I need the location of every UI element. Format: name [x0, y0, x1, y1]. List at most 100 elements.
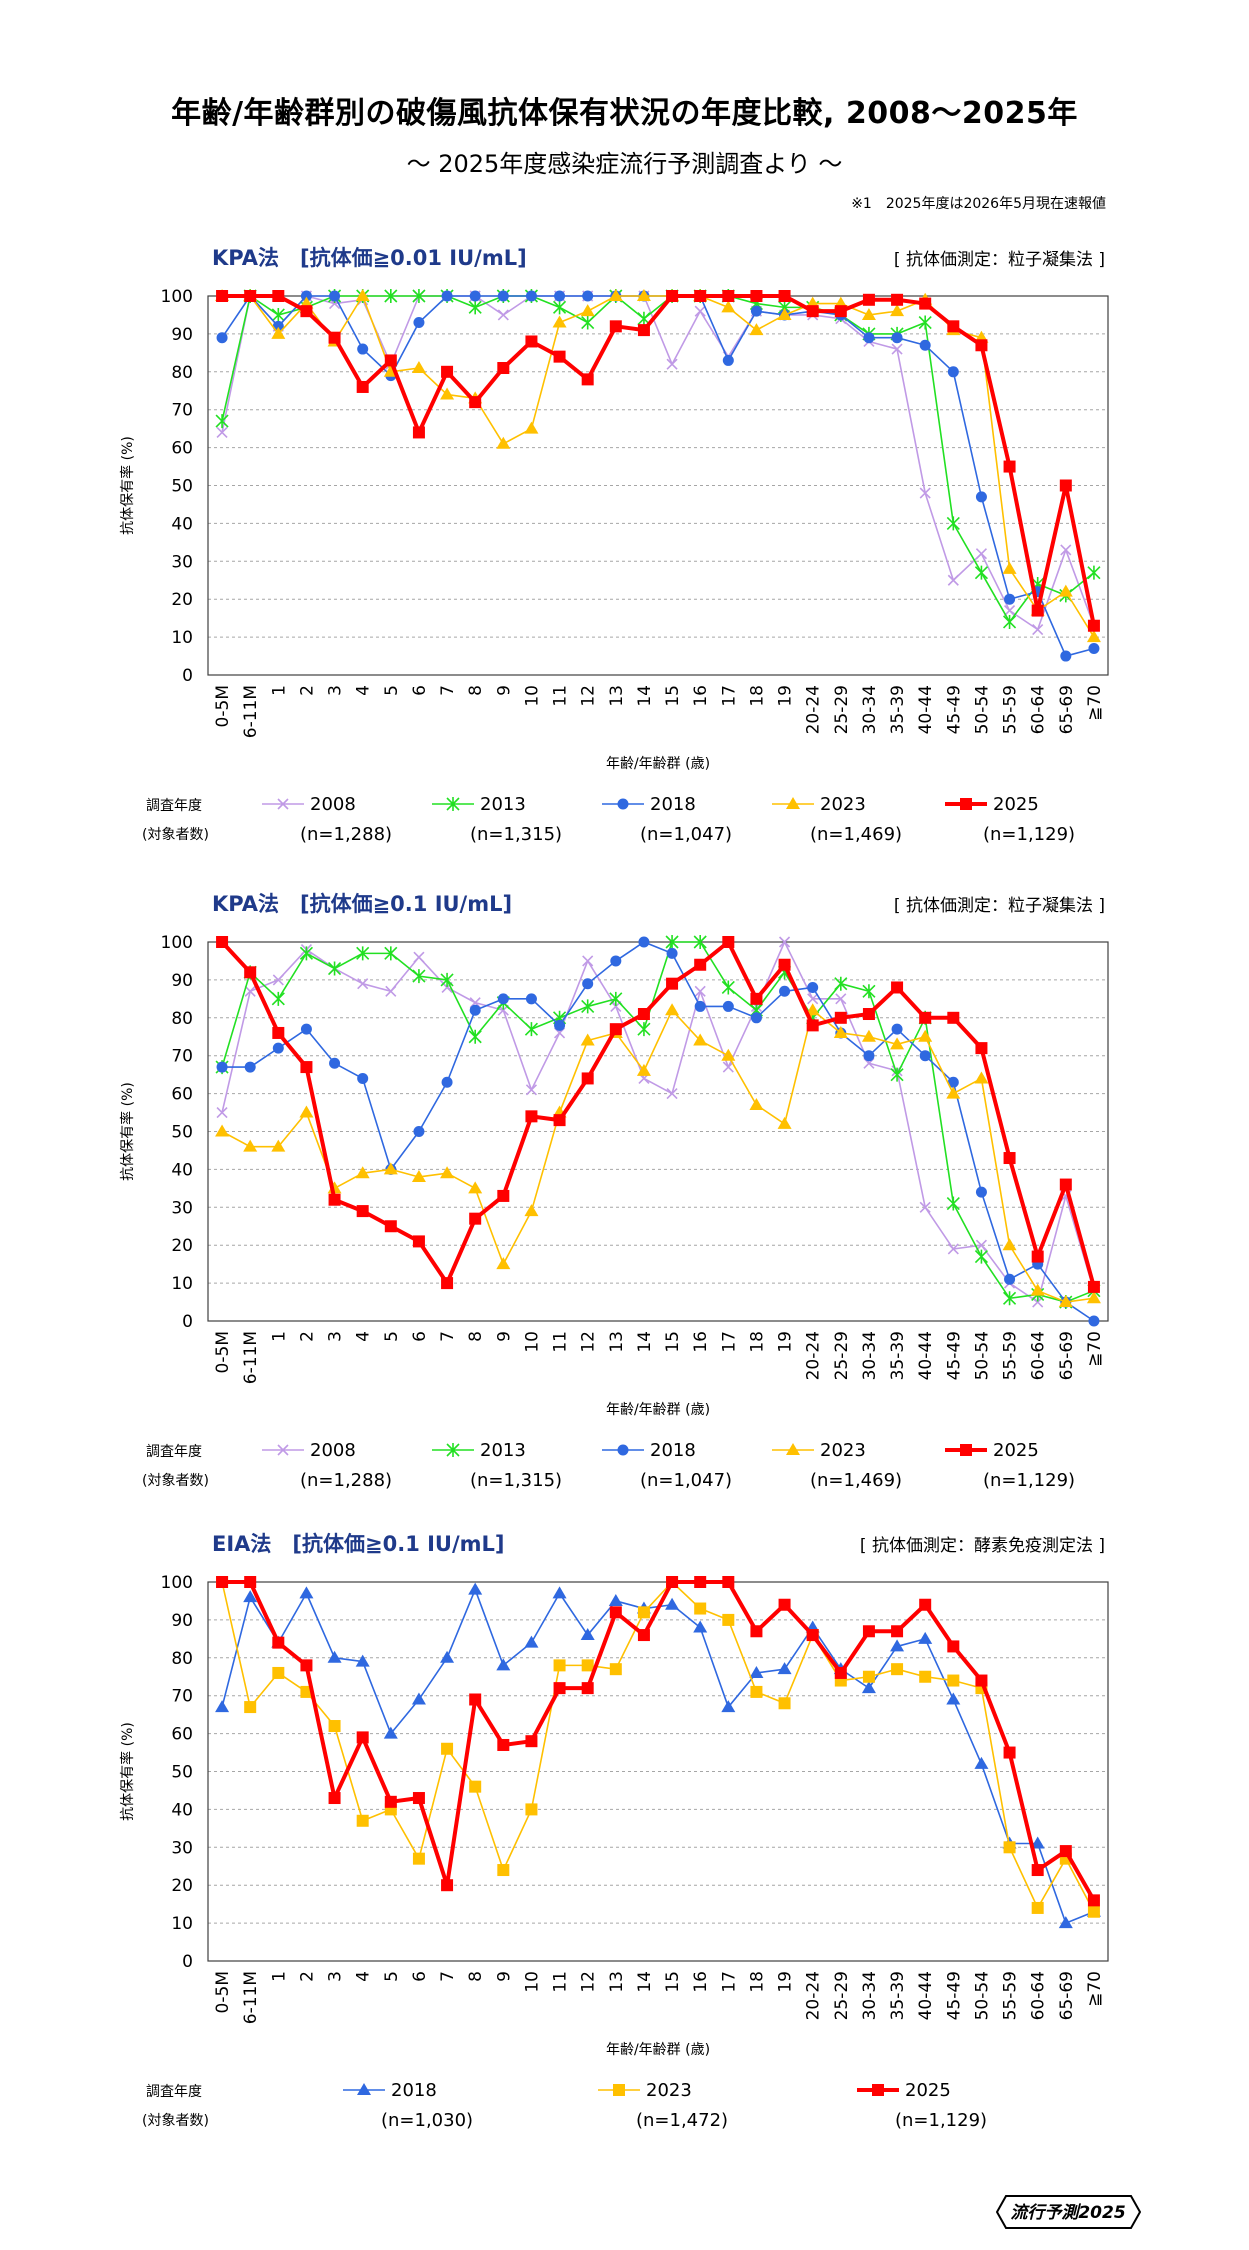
chart-kpa-01: KPA法 [抗体価≧0.1 IU/mL][ 抗体価測定：粒子凝集法 ]01020…	[119, 892, 1109, 1491]
y-tick-label: 20	[171, 1876, 193, 1896]
data-point	[441, 1879, 454, 1892]
data-point	[497, 290, 509, 302]
data-point	[412, 289, 426, 303]
data-point	[356, 1731, 369, 1744]
data-point	[974, 1071, 989, 1084]
series-2013	[215, 289, 1101, 629]
x-tick-label: 2	[297, 1331, 317, 1342]
data-point	[694, 290, 707, 302]
chart-kpa-001: KPA法 [抗体価≧0.01 IU/mL] [ 抗体価測定：粒子凝集法 ] 0 10 2…	[119, 246, 1109, 845]
data-point	[357, 978, 369, 990]
data-point	[468, 1181, 483, 1194]
data-point	[947, 1011, 960, 1024]
x-tick-label: 55-59	[1001, 1331, 1021, 1380]
x-tick-label: ≧70	[1085, 685, 1105, 721]
data-point	[947, 1640, 960, 1653]
data-point	[355, 1166, 370, 1179]
x-tick-label: 2	[297, 1971, 317, 1982]
data-point	[1002, 561, 1017, 574]
data-point	[496, 1658, 511, 1671]
data-point	[1059, 1178, 1072, 1191]
x-tick-label: 4	[354, 685, 374, 696]
data-point	[722, 1613, 735, 1626]
data-point	[383, 1726, 398, 1739]
data-point	[778, 958, 791, 971]
x-tick-label: 19	[776, 1971, 796, 1993]
data-point	[946, 1196, 960, 1211]
data-point	[861, 1681, 876, 1694]
data-point	[440, 1166, 455, 1179]
legend-item-2023: 2023 (n=1,469)	[772, 794, 902, 845]
y-tick-label: 30	[171, 1838, 193, 1858]
x-axis-label: 年齢/年齢群 (歳)	[606, 756, 710, 772]
data-point	[272, 290, 285, 302]
data-point	[1002, 614, 1017, 629]
data-point	[300, 1061, 313, 1074]
data-point	[497, 1864, 510, 1877]
data-point	[469, 1780, 482, 1793]
legend-label: 2023	[820, 1440, 866, 1461]
y-tick-label: 70	[171, 1047, 193, 1067]
y-axis-label: 抗体保有率 (%)	[119, 1722, 136, 1821]
data-point	[778, 290, 791, 302]
data-point	[694, 1576, 707, 1588]
data-point	[693, 1620, 708, 1633]
data-point	[721, 1048, 736, 1061]
method-label: [ 抗体価測定：粒子凝集法 ]	[894, 250, 1105, 270]
data-point	[300, 305, 313, 318]
data-point	[890, 304, 905, 317]
y-tick-label: 100	[161, 933, 193, 953]
legend-marker	[617, 1444, 629, 1456]
data-point	[693, 935, 707, 949]
data-point	[665, 935, 679, 949]
plot-frame	[207, 941, 1109, 1322]
data-point	[525, 1735, 538, 1748]
x-tick-label: 2	[297, 685, 317, 696]
data-point	[441, 1277, 454, 1290]
x-tick-label: 18	[747, 685, 767, 707]
data-point	[581, 1072, 594, 1085]
data-point	[496, 436, 511, 449]
x-tick-label: 60-64	[1029, 685, 1049, 734]
data-point	[244, 1701, 257, 1714]
data-point	[580, 1033, 595, 1046]
data-point	[581, 1659, 594, 1672]
data-point	[609, 320, 622, 333]
data-point	[356, 946, 370, 961]
data-point	[384, 1220, 397, 1233]
data-point	[411, 1692, 426, 1705]
data-point	[469, 1693, 482, 1706]
data-point	[721, 300, 736, 313]
data-point	[694, 958, 707, 971]
data-point	[749, 1097, 764, 1110]
data-point	[778, 936, 791, 948]
y-tick-label: 90	[171, 971, 193, 991]
data-point	[216, 1106, 228, 1119]
series-2023	[215, 1003, 1101, 1308]
page-title: 年齢/年齢群別の破傷風抗体保有状況の年度比較, 2008〜2025年	[171, 96, 1078, 131]
data-point	[1087, 619, 1100, 632]
data-point	[552, 1586, 567, 1599]
data-point	[1088, 1315, 1100, 1327]
legend-label: 2023	[646, 2080, 692, 2101]
data-point	[244, 985, 256, 997]
data-point	[357, 343, 369, 355]
x-tick-label: 11	[551, 685, 571, 707]
data-point	[862, 1008, 875, 1021]
data-point	[919, 297, 932, 310]
y-tick-label: 50	[171, 1763, 193, 1783]
y-tick-label: 80	[171, 363, 193, 383]
data-point	[834, 305, 847, 318]
legend-item-2008: 2008 (n=1,288)	[262, 794, 392, 845]
data-point	[1004, 593, 1016, 605]
data-point	[299, 1586, 314, 1599]
data-point	[1086, 1291, 1101, 1304]
data-point	[215, 414, 229, 429]
data-point	[1059, 1845, 1072, 1858]
data-point	[497, 1738, 510, 1751]
data-point	[524, 1204, 539, 1217]
legend-marker	[277, 798, 289, 810]
data-point	[412, 1792, 425, 1805]
x-tick-label: 14	[635, 1331, 655, 1353]
data-point	[891, 293, 904, 306]
